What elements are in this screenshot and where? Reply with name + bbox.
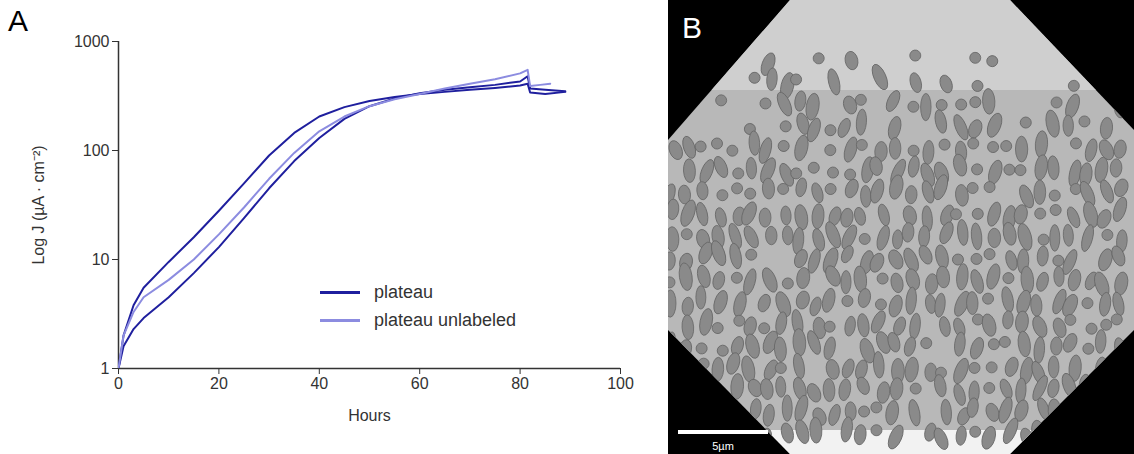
- svg-text:100: 100: [83, 142, 110, 159]
- svg-text:0: 0: [114, 375, 123, 392]
- svg-text:40: 40: [310, 375, 328, 392]
- svg-text:1: 1: [101, 360, 110, 377]
- svg-text:B: B: [682, 11, 702, 44]
- svg-text:Log J (µA · cm⁻²): Log J (µA · cm⁻²): [30, 145, 47, 264]
- html-text:plateau unlabeled: plateau unlabeled: [374, 309, 517, 330]
- svg-text:100: 100: [607, 375, 634, 392]
- svg-text:80: 80: [511, 375, 529, 392]
- html-text:plateau: plateau: [374, 281, 434, 302]
- svg-text:5µm: 5µm: [712, 440, 734, 452]
- svg-text:10: 10: [92, 251, 110, 268]
- html-text:A: A: [8, 4, 28, 37]
- svg-text:20: 20: [210, 375, 228, 392]
- svg-text:60: 60: [411, 375, 429, 392]
- svg-text:1000: 1000: [74, 33, 110, 50]
- svg-text:Hours: Hours: [348, 407, 391, 424]
